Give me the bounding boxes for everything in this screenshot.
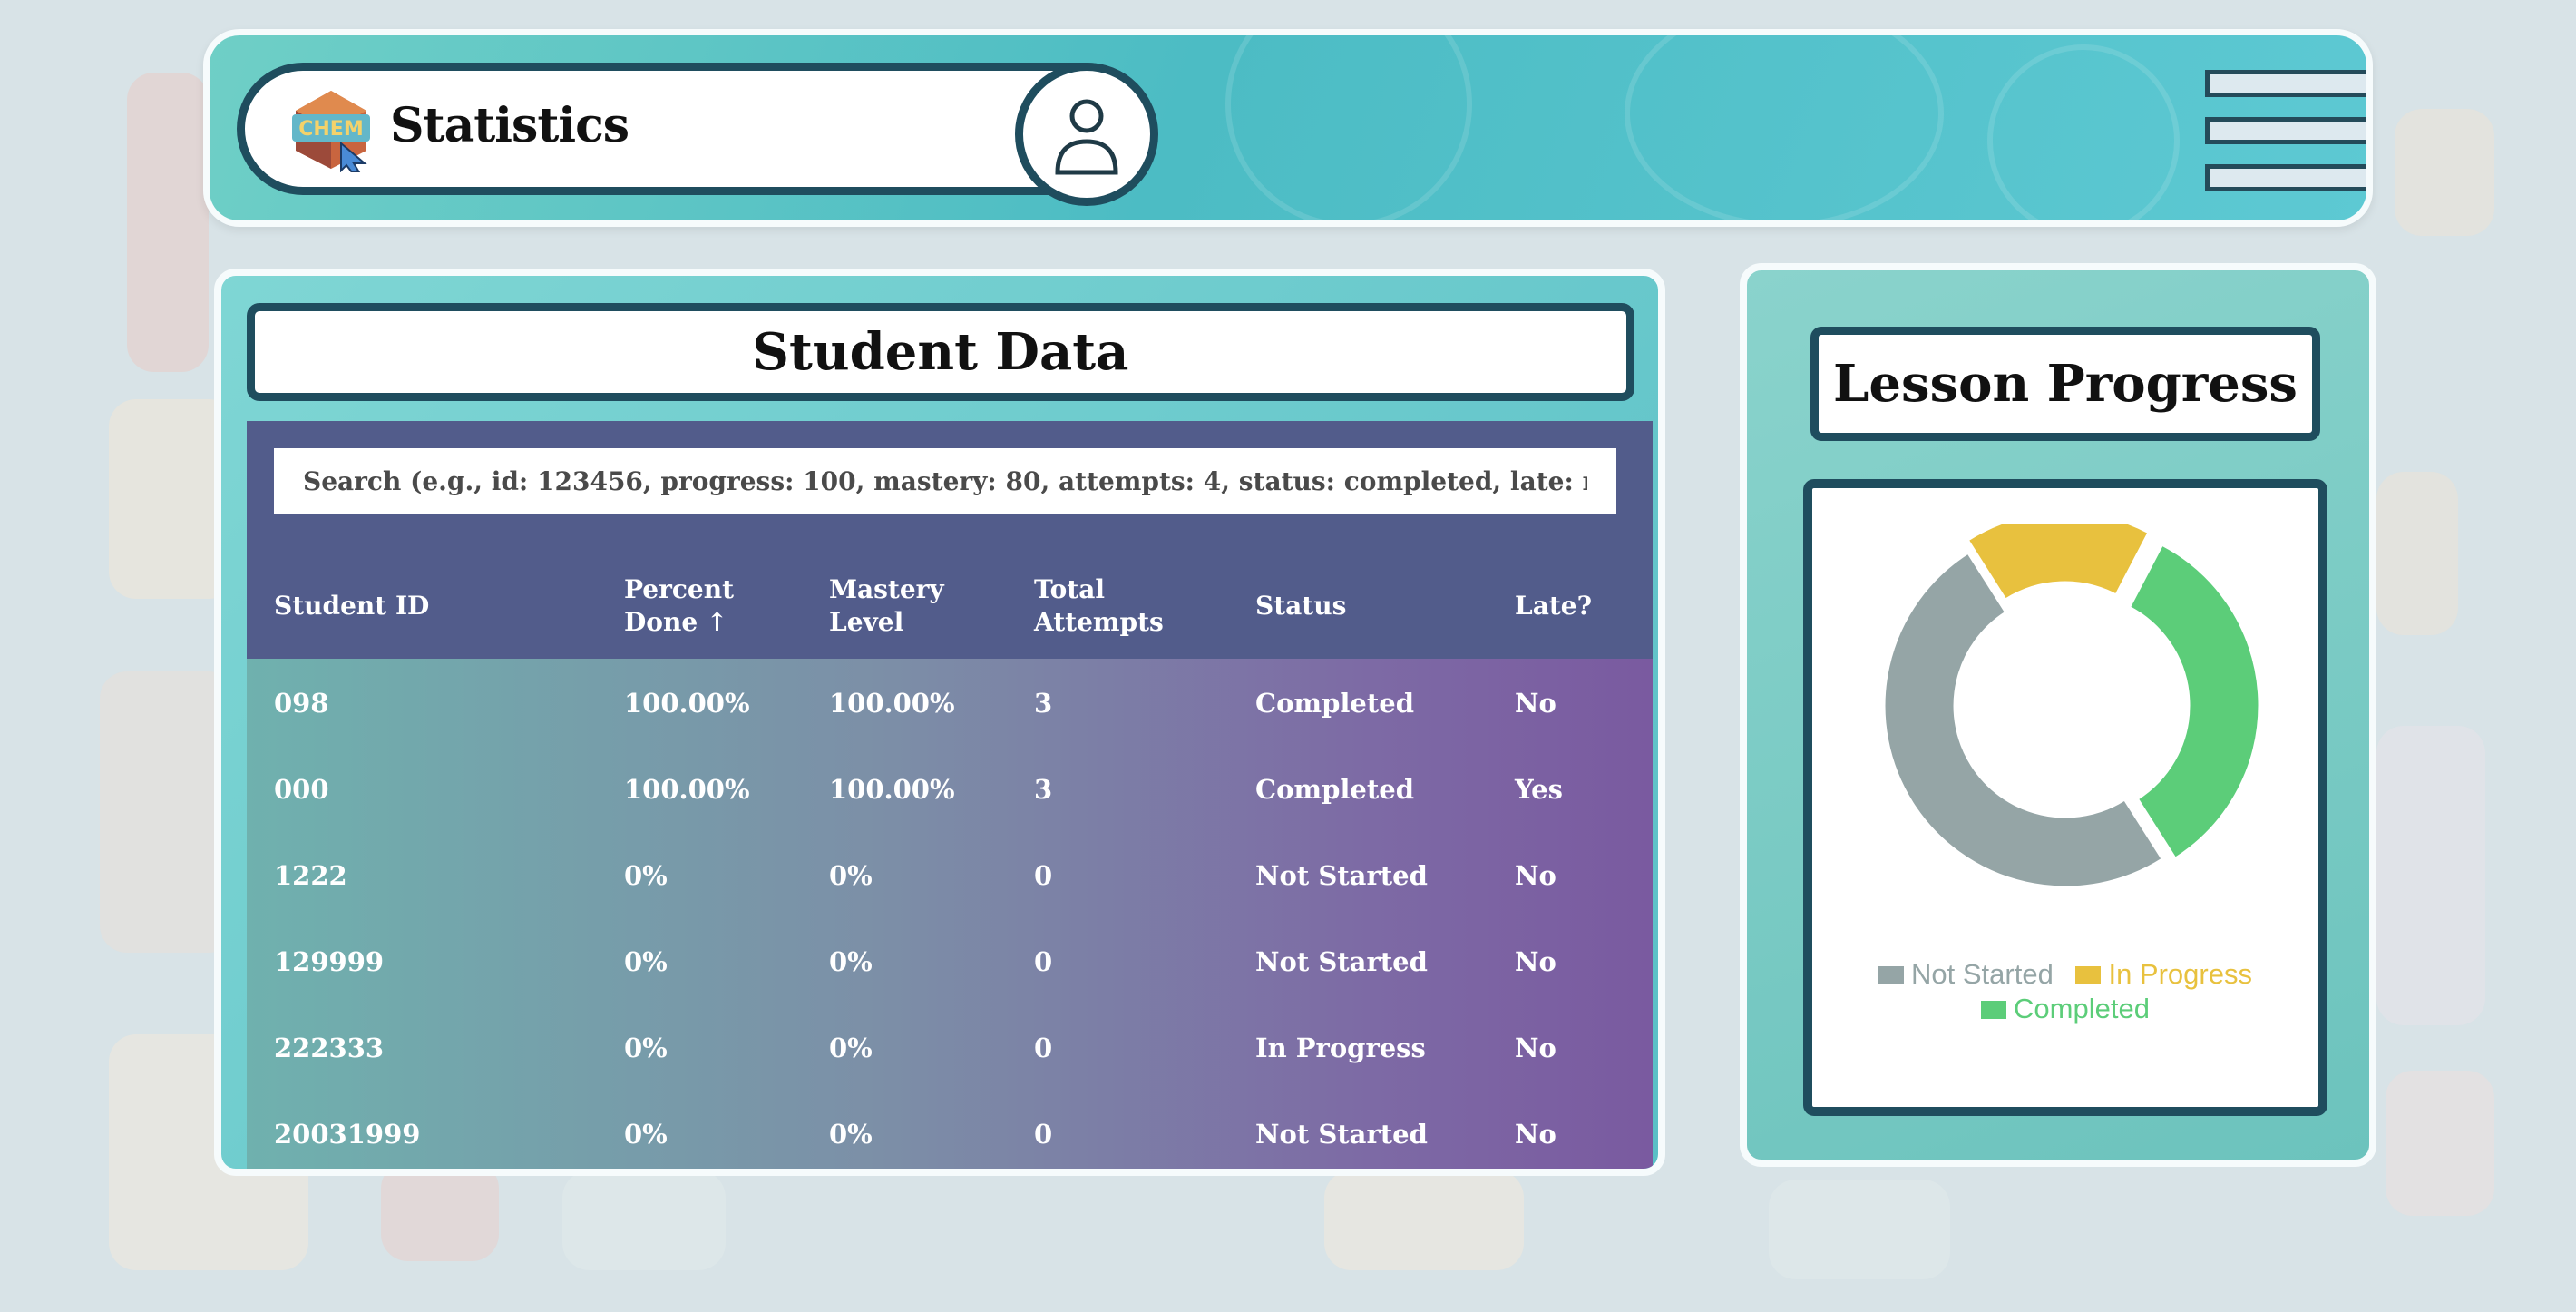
student-data-title: Student Data <box>752 322 1129 382</box>
student-data-panel: Student Data Student ID Percent Done ↑ M… <box>214 269 1665 1176</box>
donut-slice-completed[interactable] <box>2127 543 2261 861</box>
cell-total-attempts: 3 <box>1034 774 1053 805</box>
cell-status: Completed <box>1255 688 1414 719</box>
cell-student-id: 222333 <box>274 1033 385 1063</box>
search-input[interactable] <box>274 448 1616 514</box>
cell-student-id: 000 <box>274 774 329 805</box>
legend-label: Completed <box>2014 993 2150 1024</box>
svg-text:CHEM: CHEM <box>298 118 363 141</box>
donut-chart <box>1882 524 2261 887</box>
dish-decor <box>1769 1180 1950 1279</box>
table-row[interactable]: 129999 0% 0% 0 Not Started No <box>247 917 1653 1004</box>
column-header-student-id[interactable]: Student ID <box>274 591 430 621</box>
cell-percent-done: 0% <box>624 860 668 891</box>
chart-legend: Not Started In Progress <box>1812 958 2318 991</box>
cell-percent-done: 0% <box>624 1033 668 1063</box>
menu-bar <box>2205 117 2366 144</box>
legend-label: In Progress <box>2108 958 2252 990</box>
page-title: Statistics <box>390 98 629 153</box>
table-row[interactable]: 20031999 0% 0% 0 Not Started No <box>247 1090 1653 1169</box>
lesson-progress-title-box: Lesson Progress <box>1810 327 2320 441</box>
user-icon <box>1055 99 1118 175</box>
column-header-status[interactable]: Status <box>1255 591 1347 621</box>
student-data-title-box: Student Data <box>247 303 1634 401</box>
cell-total-attempts: 0 <box>1034 1033 1053 1063</box>
user-avatar-button[interactable] <box>1015 63 1158 206</box>
legend-swatch <box>1981 1001 2007 1019</box>
donut-slice-not-started[interactable] <box>1882 551 2165 887</box>
cell-total-attempts: 0 <box>1034 1119 1053 1150</box>
cell-student-id: 098 <box>274 688 329 719</box>
hamburger-menu-icon[interactable] <box>2205 70 2366 193</box>
cell-student-id: 1222 <box>274 860 347 891</box>
cell-mastery-level: 0% <box>829 860 873 891</box>
legend-item-not-started[interactable]: Not Started <box>1878 958 2054 991</box>
column-header-mastery-level[interactable]: Mastery Level <box>829 574 944 637</box>
cell-status: Completed <box>1255 774 1414 805</box>
cell-student-id: 20031999 <box>274 1119 421 1150</box>
table-header: Student ID Percent Done ↑ Mastery Level … <box>247 421 1653 659</box>
cell-total-attempts: 3 <box>1034 688 1053 719</box>
cell-status: Not Started <box>1255 946 1428 977</box>
cell-total-attempts: 0 <box>1034 860 1053 891</box>
table-row[interactable]: 1222 0% 0% 0 Not Started No <box>247 831 1653 917</box>
cell-status: Not Started <box>1255 860 1428 891</box>
table-row[interactable]: 000 100.00% 100.00% 3 Completed Yes <box>247 745 1653 831</box>
cell-status: In Progress <box>1255 1033 1426 1063</box>
cell-late: No <box>1515 1033 1556 1063</box>
menu-bar <box>2205 164 2366 191</box>
lesson-progress-chart: Not Started In Progress Completed <box>1803 479 2327 1116</box>
legend-swatch <box>2075 966 2102 984</box>
header-decor <box>1987 44 2180 220</box>
chem-logo-icon[interactable]: CHEM <box>288 87 374 173</box>
header-decor <box>1625 35 1944 220</box>
bottle-decor <box>2376 472 2458 635</box>
cell-total-attempts: 0 <box>1034 946 1053 977</box>
app-header: CHEM Statistics <box>203 29 2373 227</box>
cell-student-id: 129999 <box>274 946 385 977</box>
notebook-decor <box>2386 1071 2494 1216</box>
chart-legend-row-2: Completed <box>1812 993 2318 1025</box>
cell-percent-done: 100.00% <box>624 688 750 719</box>
cell-percent-done: 0% <box>624 1119 668 1150</box>
cell-mastery-level: 0% <box>829 946 873 977</box>
column-header-late[interactable]: Late? <box>1515 591 1592 621</box>
cell-late: No <box>1515 1119 1556 1150</box>
cell-mastery-level: 0% <box>829 1119 873 1150</box>
legend-item-completed[interactable]: Completed <box>1981 993 2150 1025</box>
legend-item-in-progress[interactable]: In Progress <box>2075 958 2252 991</box>
legend-label: Not Started <box>1911 958 2054 990</box>
cell-late: No <box>1515 946 1556 977</box>
menu-bar <box>2205 70 2366 97</box>
cell-percent-done: 0% <box>624 946 668 977</box>
dish-decor <box>562 1170 726 1270</box>
header-decor <box>1225 35 1472 220</box>
cell-mastery-level: 0% <box>829 1033 873 1063</box>
tube-decor <box>2376 726 2485 1025</box>
donut-slice-in-progress[interactable] <box>1966 524 2152 602</box>
bottle-decor <box>2395 109 2494 236</box>
cell-mastery-level: 100.00% <box>829 774 955 805</box>
student-table: Student ID Percent Done ↑ Mastery Level … <box>247 421 1653 1169</box>
cell-status: Not Started <box>1255 1119 1428 1150</box>
cell-mastery-level: 100.00% <box>829 688 955 719</box>
lesson-progress-title: Lesson Progress <box>1833 354 2298 414</box>
flask-decor <box>1324 1170 1524 1270</box>
legend-swatch <box>1878 966 1905 984</box>
test-tube-decor <box>127 73 209 372</box>
lesson-progress-panel: Lesson Progress Not Started In Progress … <box>1740 263 2376 1167</box>
flask-decor <box>381 1161 499 1261</box>
hourglass-decor <box>100 671 236 953</box>
column-header-percent-done[interactable]: Percent Done ↑ <box>624 574 735 637</box>
column-header-total-attempts[interactable]: Total Attempts <box>1034 574 1164 637</box>
cell-late: Yes <box>1515 774 1563 805</box>
cell-percent-done: 100.00% <box>624 774 750 805</box>
title-pill: CHEM Statistics <box>237 63 1153 195</box>
table-row[interactable]: 098 100.00% 100.00% 3 Completed No <box>247 659 1653 745</box>
cell-late: No <box>1515 860 1556 891</box>
table-row[interactable]: 222333 0% 0% 0 In Progress No <box>247 1004 1653 1090</box>
cell-late: No <box>1515 688 1556 719</box>
